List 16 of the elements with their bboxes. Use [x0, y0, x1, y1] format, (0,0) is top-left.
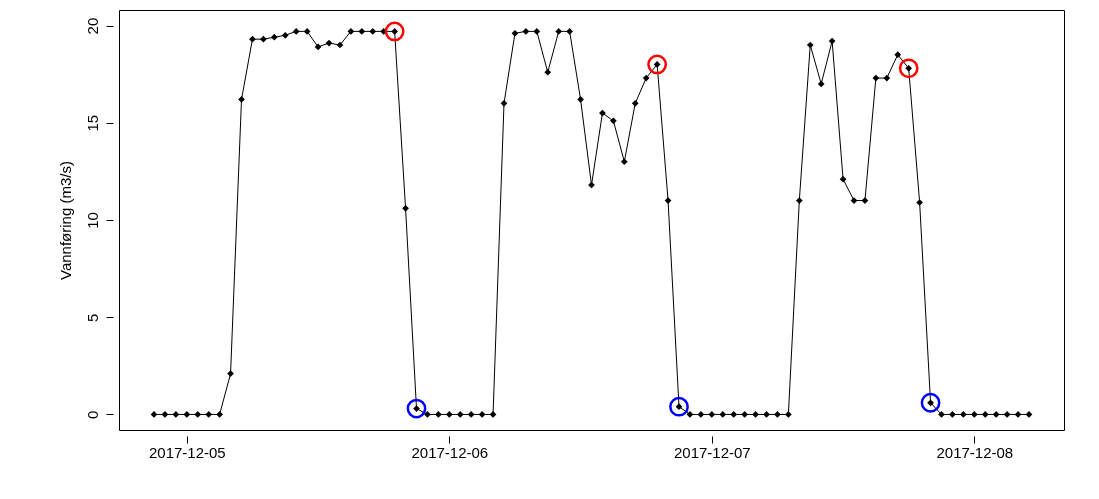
y-tick-label: 15	[83, 114, 101, 132]
point	[406, 398, 427, 419]
x-tick-label: 2017-12-08	[936, 443, 1014, 461]
point	[384, 21, 405, 42]
x-tick-label: 2017-12-07	[673, 443, 751, 461]
point	[669, 396, 689, 417]
x-tick-label: 2017-12-05	[148, 443, 226, 461]
point	[898, 58, 919, 79]
x-tick-label: 2017-12-06	[411, 443, 489, 461]
y-tick-label: 10	[83, 212, 101, 229]
y-tick-label: 20	[83, 17, 101, 35]
y-axis-title: Vannføring (m3/s)	[56, 161, 74, 280]
y-tick-label: 5	[83, 313, 101, 322]
point	[920, 392, 941, 413]
point	[647, 54, 668, 75]
y-tick-label: 0	[83, 410, 101, 420]
